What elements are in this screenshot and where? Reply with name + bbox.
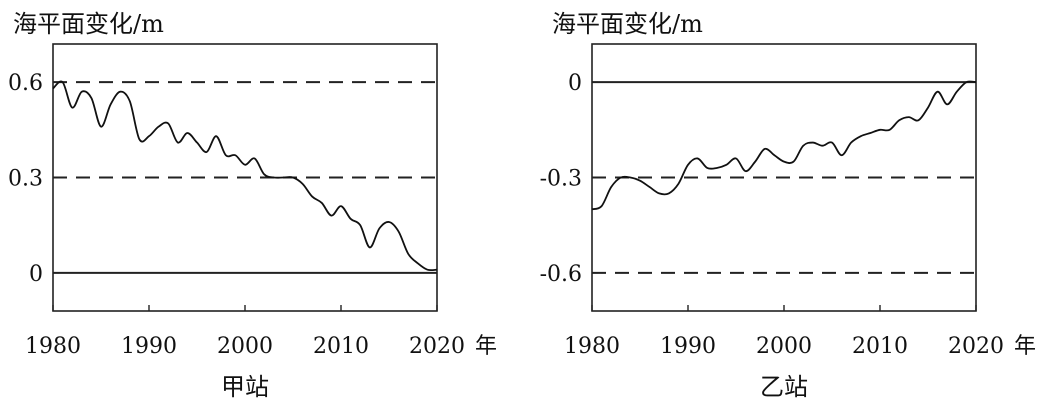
yi-x-axis-label: 年: [1014, 334, 1036, 359]
jia-sea-level-series-line: [52, 80, 438, 272]
jia-x-tick-label: 1990: [121, 334, 177, 359]
jia-y-axis-label: 海平面变化/m: [13, 10, 164, 38]
jia-x-tick-label: 2020: [409, 334, 465, 359]
jia-y-tick-label: 0.6: [8, 71, 43, 96]
yi-y-axis-label: 海平面变化/m: [552, 10, 703, 38]
yi-x-tick-label: 1980: [564, 334, 620, 359]
yi-sea-level-series-line: [591, 80, 977, 211]
yi-y-tick-label: -0.3: [540, 167, 582, 192]
jia-y-tick-label: 0.3: [8, 167, 43, 192]
yi-x-tick-label: 1990: [660, 334, 716, 359]
yi-x-tick-label: 2020: [948, 334, 1004, 359]
jia-x-tick-label: 1980: [25, 334, 81, 359]
jia-station-title: 甲站: [221, 373, 269, 401]
yi-x-tick-label: 2000: [756, 334, 812, 359]
yi-y-tick-label: -0.6: [540, 262, 582, 287]
yi-x-tick-label: 2010: [852, 334, 908, 359]
jia-x-tick-label: 2000: [217, 334, 273, 359]
jia-y-tick-label: 0: [29, 262, 43, 287]
yi-station-title: 乙站: [760, 373, 808, 401]
jia-x-tick-label: 2010: [313, 334, 369, 359]
jia-x-axis-label: 年: [475, 334, 497, 359]
yi-y-tick-label: 0: [568, 71, 582, 96]
